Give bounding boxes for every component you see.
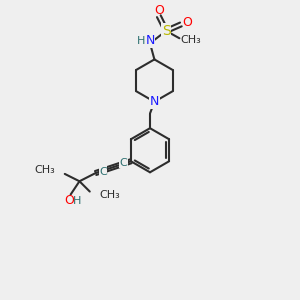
Text: C: C <box>120 158 128 168</box>
Text: O: O <box>182 16 192 28</box>
Text: O: O <box>154 4 164 17</box>
Text: N: N <box>145 34 155 47</box>
Text: H: H <box>73 196 81 206</box>
Text: O: O <box>64 194 74 208</box>
Text: S: S <box>162 24 170 38</box>
Text: CH₃: CH₃ <box>180 35 201 45</box>
Text: C: C <box>99 167 107 177</box>
Text: N: N <box>150 95 159 108</box>
Text: H: H <box>137 36 146 46</box>
Text: CH₃: CH₃ <box>99 190 120 200</box>
Text: CH₃: CH₃ <box>34 165 56 176</box>
